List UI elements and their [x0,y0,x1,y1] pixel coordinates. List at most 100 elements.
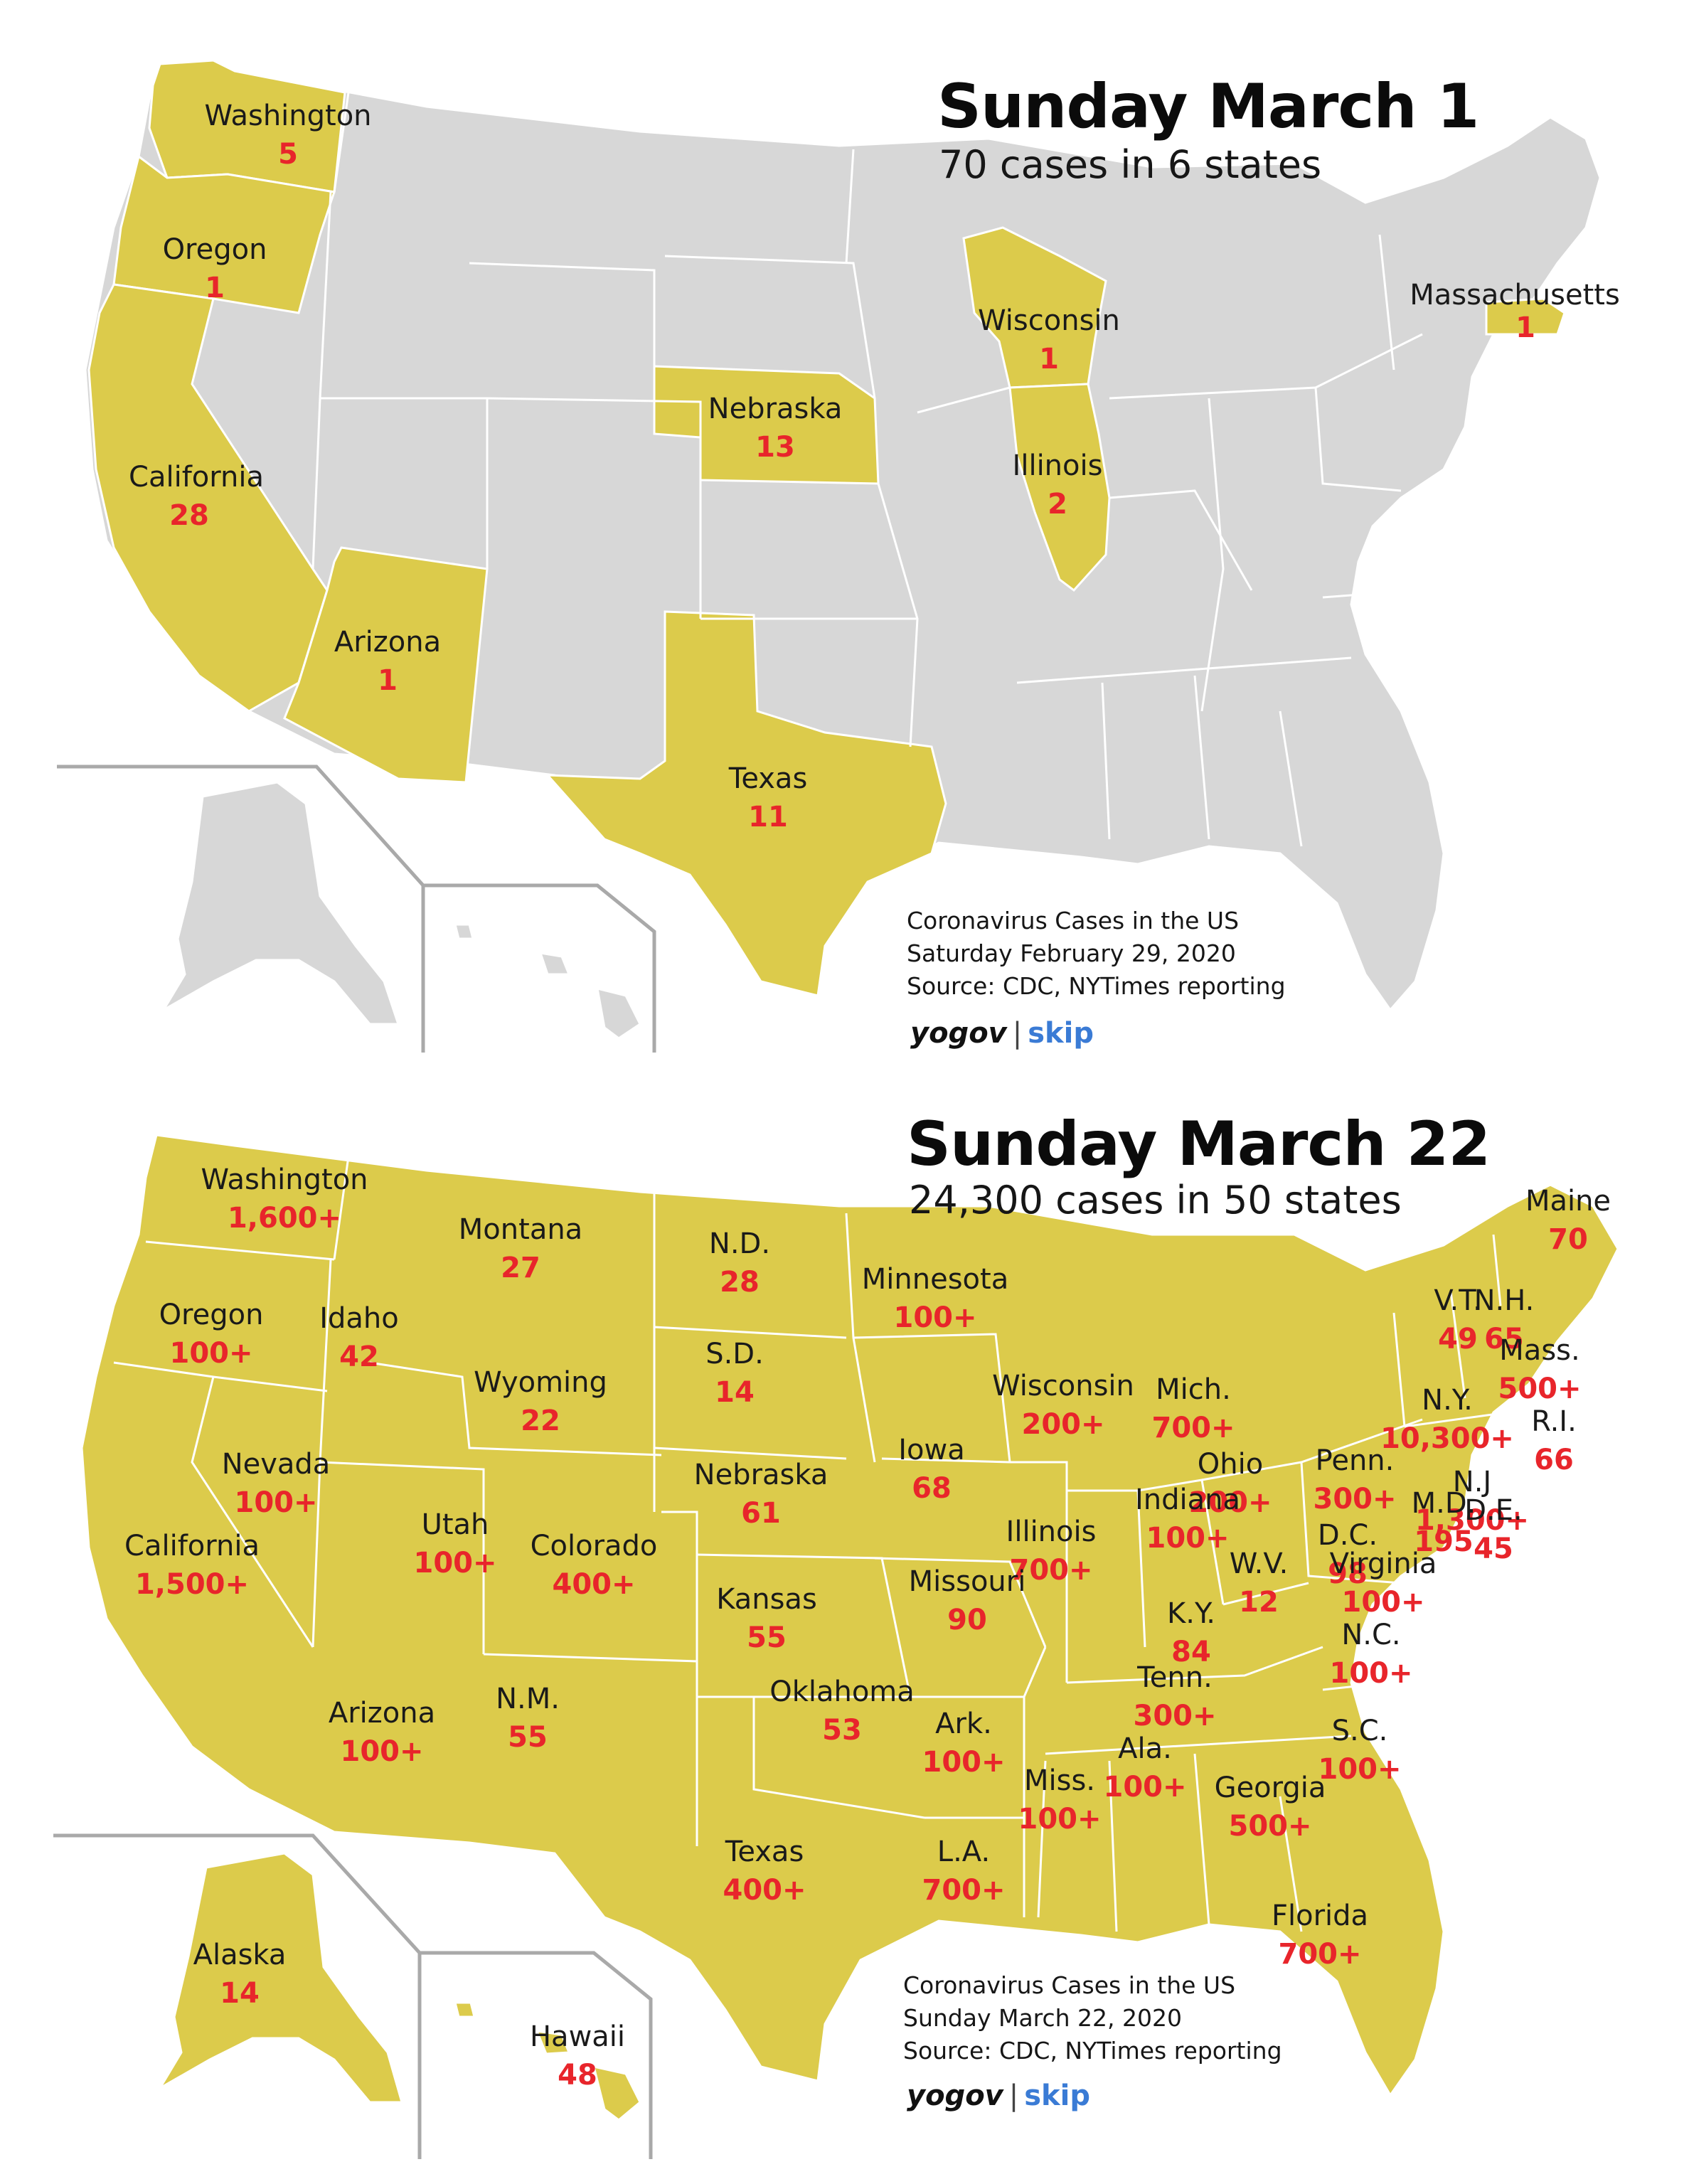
case-count: 28 [720,1266,760,1299]
state-name: S.C. [1331,1715,1388,1747]
state-name: California [129,461,264,494]
state-name: D.E. [1464,1494,1523,1527]
caption-line: Sunday March 22, 2020 [903,2004,1183,2032]
case-count: 300+ [1313,1483,1397,1516]
page-title: Sunday March 22 [907,1109,1491,1180]
state-label: Tenn. 300+ [1133,1661,1216,1732]
case-count: 1,300+ [1414,1504,1530,1537]
case-count: 100+ [922,1746,1006,1779]
state-label: Idaho 42 [319,1302,399,1373]
logo-separator: | [1012,1017,1023,1050]
case-count: 100+ [169,1337,253,1370]
state-name: Penn. [1315,1444,1395,1477]
state-name: Mich. [1156,1373,1231,1406]
case-count: 1 [378,664,398,697]
state-name: Arizona [328,1697,436,1730]
state-name: N.J [1452,1466,1492,1498]
state-label-washington: Washington 5 [204,100,371,171]
state-label: N.C. 100+ [1329,1619,1412,1690]
case-count: 700+ [922,1874,1006,1907]
case-count: 45 [1474,1533,1513,1565]
state-label: Ohio 200+ [1188,1448,1272,1519]
state-label: Virginia 100+ [1330,1548,1437,1619]
state-name: Oklahoma [769,1676,915,1708]
state-name: Missouri [908,1565,1026,1598]
state-label: Minnesota 100+ [862,1263,1008,1334]
state-name: Mass. [1499,1334,1580,1367]
state-name: Massachusetts [1410,279,1620,311]
case-count: 68 [912,1472,952,1505]
state-shape-california [87,283,329,713]
caption-line: Source: CDC, NYTimes reporting [903,2037,1282,2065]
state-label: Oregon 100+ [159,1299,264,1370]
state-name: N.H. [1474,1284,1535,1317]
state-label: D.C. 98 [1318,1519,1378,1590]
case-count: 53 [822,1714,862,1747]
map-panel-march-1: Sunday March 1 70 cases in 6 states Wash… [0,0,1689,1067]
state-label: Nevada 100+ [222,1448,331,1519]
state-label: S.D. 14 [705,1338,764,1409]
state-label: Florida 700+ [1272,1900,1368,1971]
state-shape-wisconsin [962,226,1107,389]
case-count: 100+ [1341,1586,1425,1619]
state-name: N.D. [708,1227,771,1260]
state-shape-texas [545,610,947,997]
state-label-texas: Texas 11 [729,762,808,833]
state-name: Hawaii [529,2020,626,2053]
case-count: 90 [947,1604,987,1636]
state-label: Ark. 100+ [922,1708,1005,1779]
state-name: Iowa [898,1434,965,1466]
page-subtitle: 24,300 cases in 50 states [909,1178,1402,1222]
state-label: Wisconsin 200+ [992,1370,1134,1441]
case-count: 100+ [1146,1522,1230,1555]
state-label: Maine 70 [1525,1185,1611,1256]
inset-divider-alaska [57,765,425,1053]
state-name: Arizona [334,626,442,659]
case-count: 500+ [1498,1373,1582,1405]
case-count: 700+ [1009,1554,1093,1587]
case-count: 2 [1048,488,1067,521]
state-name: Washington [204,100,372,132]
case-count: 84 [1171,1636,1211,1668]
case-count: 49 [1438,1323,1478,1355]
caption-line: Coronavirus Cases in the US [903,1971,1236,1999]
state-label: N.M. 55 [496,1683,560,1754]
state-name: N.Y. [1422,1384,1473,1417]
state-label: Nebraska 61 [694,1459,828,1530]
state-name: Indiana [1134,1483,1241,1516]
case-count: 100+ [893,1301,977,1334]
state-name: Colorado [530,1530,658,1562]
state-name: Oregon [159,1299,264,1331]
state-label: Texas 400+ [723,1836,806,1907]
state-label: Illinois 700+ [1006,1516,1097,1587]
brand-logo: yogov | skip [907,2079,1090,2112]
state-name: Georgia [1214,1772,1326,1804]
state-label: L.A. 700+ [922,1836,1005,1907]
state-label-massachusetts: Massachusetts 1 [1410,279,1620,344]
state-label: Ala. 100+ [1103,1732,1186,1804]
case-count: 100+ [1329,1657,1413,1690]
state-shape-massachusetts [1485,297,1566,336]
state-name: M.D. [1411,1487,1476,1520]
case-count: 100+ [413,1547,497,1580]
state-name: Minnesota [861,1263,1009,1296]
state-label: Penn. 300+ [1313,1444,1396,1516]
state-name: Nevada [221,1448,331,1481]
state-name: S.D. [705,1338,764,1370]
state-name: Illinois [1006,1516,1097,1548]
case-count: 11 [748,801,788,833]
state-label: Oklahoma 53 [769,1676,915,1747]
state-label: Utah 100+ [413,1508,496,1580]
state-label-wisconsin: Wisconsin 1 [978,304,1120,375]
state-label: Kansas 55 [716,1583,817,1654]
case-count: 1 [1515,311,1535,344]
state-name: R.I. [1531,1405,1577,1438]
state-name: Ohio [1197,1448,1264,1481]
case-count: 5 [278,138,298,171]
case-count: 14 [715,1376,755,1409]
state-name: N.M. [496,1683,560,1715]
state-label-arizona: Arizona 1 [334,626,441,697]
state-label: Iowa 68 [898,1434,965,1505]
case-count: 100+ [234,1486,318,1519]
state-name: Miss. [1023,1764,1096,1797]
